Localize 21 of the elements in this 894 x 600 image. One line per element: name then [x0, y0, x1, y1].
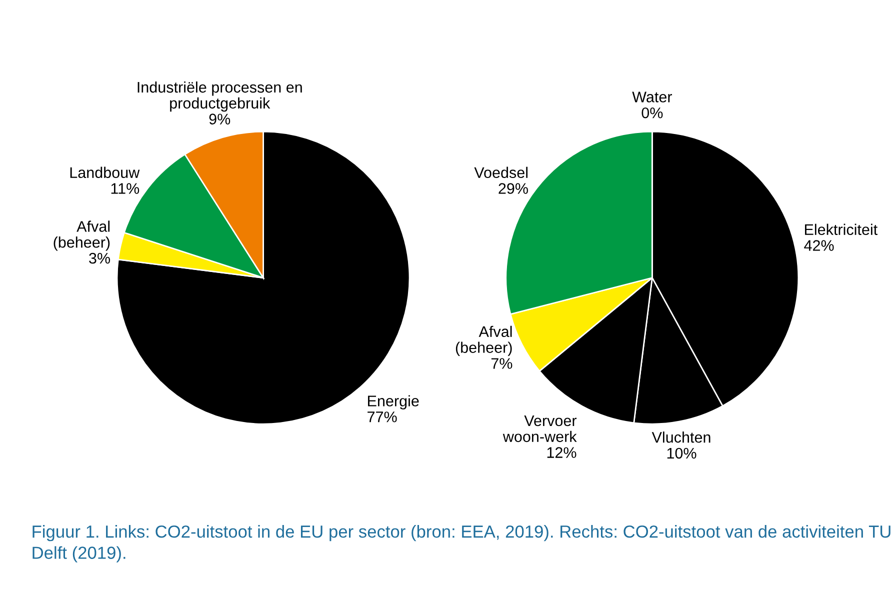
- data-label: 11%: [111, 183, 140, 194]
- slice-label: Afval (beheer): [54, 220, 110, 251]
- slice-label: Voedsel: [474, 166, 528, 178]
- data-label: 12%: [547, 447, 576, 458]
- slice-label: Energie: [368, 395, 419, 410]
- slice-label: Industriële processen en productgebruik: [138, 81, 302, 112]
- category-label: Water: [632, 92, 672, 102]
- slice-label: Afval (beheer): [456, 326, 512, 356]
- slice-label: Vervoer woon-werk: [502, 416, 577, 442]
- slice-label: Landbouw: [70, 166, 140, 178]
- data-label: 3%: [89, 252, 110, 264]
- data-label: 42%: [804, 240, 834, 251]
- slice-label: Elektriciteit: [805, 224, 878, 236]
- data-label: 10%: [667, 448, 696, 459]
- text: Figuur 1. Links: CO2-uitstoot in de EU per sector (bron: EEA, 2019). Rechts: CO2-uitstoot van de activiteiten TU Delft (2019).: [32, 525, 890, 562]
- data-label: 7%: [491, 358, 512, 369]
- text: 0%: [642, 107, 663, 118]
- data-label: 77%: [368, 412, 397, 422]
- slice-label: Vluchten: [652, 432, 710, 443]
- data-label: 9%: [209, 114, 230, 124]
- data-label: 29%: [498, 183, 528, 194]
